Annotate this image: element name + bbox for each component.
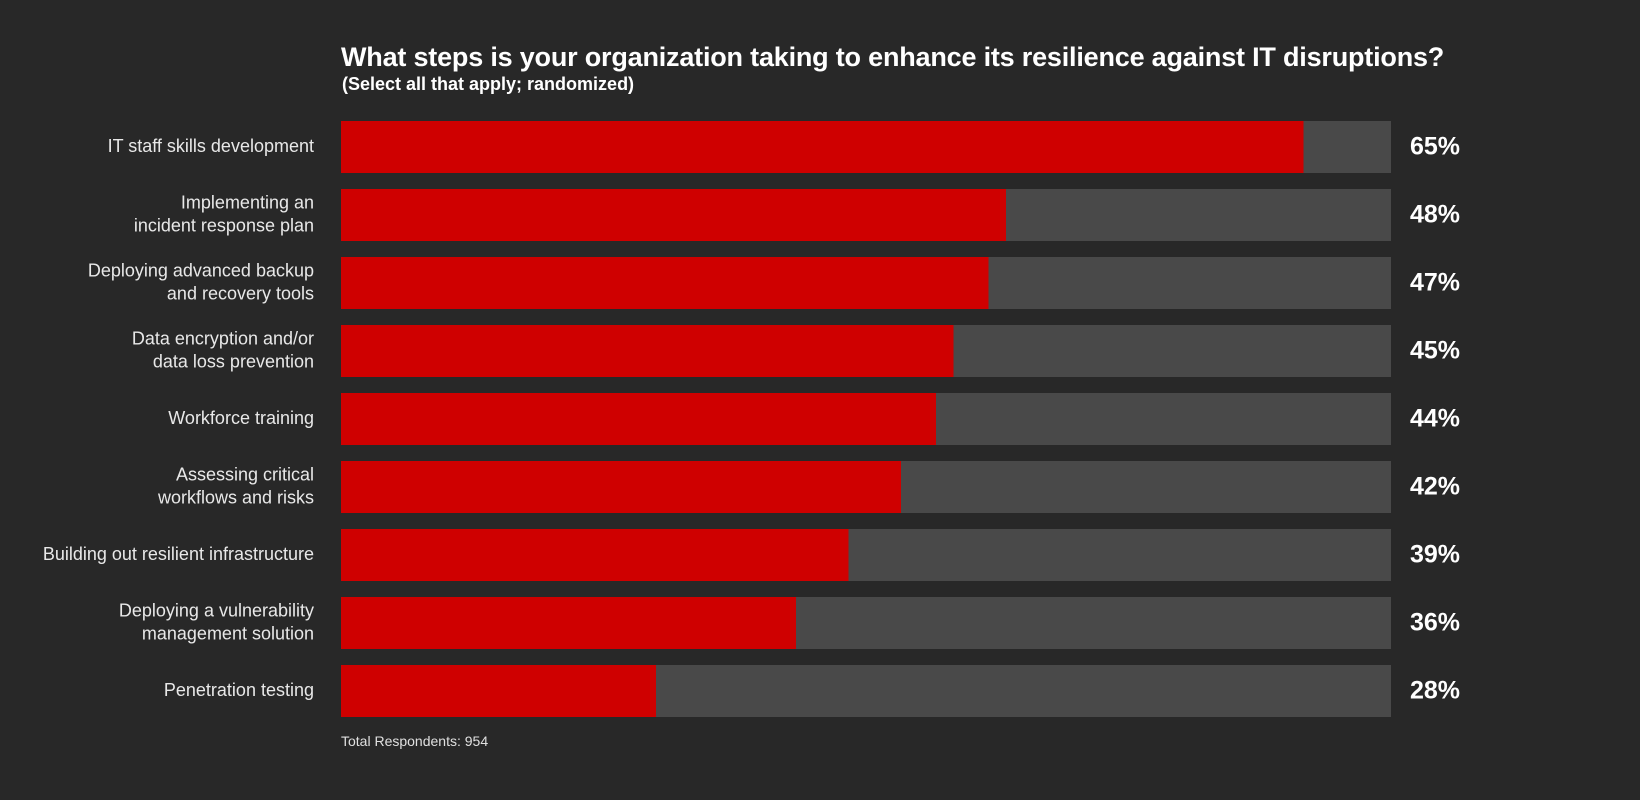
chart-title: What steps is your organization taking t… bbox=[341, 42, 1445, 72]
value-label: 28% bbox=[1410, 677, 1460, 705]
category-label: Building out resilient infrastructure bbox=[43, 544, 314, 564]
bar bbox=[341, 665, 656, 717]
bar bbox=[341, 121, 1304, 173]
value-label: 39% bbox=[1410, 541, 1460, 569]
bar bbox=[341, 189, 1006, 241]
category-label: Implementing an incident response plan bbox=[134, 192, 314, 235]
value-label: 65% bbox=[1410, 133, 1460, 161]
bar bbox=[341, 529, 849, 581]
category-label: Data encryption and/or data loss preventi… bbox=[132, 328, 314, 371]
category-label: Penetration testing bbox=[164, 680, 314, 700]
category-label: Assessing critical workflows and risks bbox=[157, 464, 314, 507]
footnote: Total Respondents: 954 bbox=[341, 733, 489, 749]
value-label: 36% bbox=[1410, 609, 1460, 637]
chart-subtitle: (Select all that apply; randomized) bbox=[342, 74, 635, 94]
value-label: 42% bbox=[1410, 473, 1460, 501]
category-label: Deploying a vulnerability management solu… bbox=[119, 600, 314, 643]
bar bbox=[341, 257, 989, 309]
value-label: 47% bbox=[1410, 269, 1460, 297]
category-label: Workforce training bbox=[168, 408, 314, 428]
category-label: IT staff skills development bbox=[108, 136, 314, 156]
bar bbox=[341, 325, 954, 377]
bar bbox=[341, 597, 796, 649]
value-label: 48% bbox=[1410, 201, 1460, 229]
bar bbox=[341, 461, 901, 513]
bar bbox=[341, 393, 936, 445]
category-label: Deploying advanced backup and recovery to… bbox=[88, 260, 314, 303]
value-label: 44% bbox=[1410, 405, 1460, 433]
value-label: 45% bbox=[1410, 337, 1460, 365]
